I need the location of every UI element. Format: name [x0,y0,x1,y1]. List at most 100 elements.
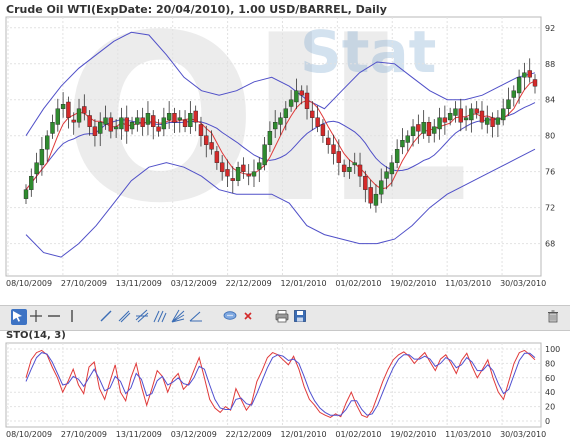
candle-body [246,173,251,177]
y-tick-label: 80 [545,132,555,141]
cursor-icon[interactable] [11,309,27,325]
candle-body [389,162,395,175]
candle-body [55,108,61,125]
candle-body [479,110,485,123]
candle-body [29,175,34,190]
sto-x-tick-label: 08/10/2009 [6,430,52,439]
y-tick-label: 92 [545,24,555,33]
sto-x-tick-label: 19/02/2010 [390,430,436,439]
x-tick-label: 19/02/2010 [390,279,436,288]
y-tick-label: 68 [545,240,555,249]
sto-x-tick-label: 27/10/2009 [61,430,107,439]
candle-body [103,117,108,125]
x-tick-label: 03/12/2009 [171,279,217,288]
candle-body [66,101,71,118]
candle-body [426,122,432,136]
candle-body [522,72,527,78]
candle-body [373,193,379,206]
candle-body [363,175,368,190]
candle-body [310,110,315,118]
drawing-toolbar [0,305,570,331]
candle-body [119,117,124,130]
candle-body [357,164,363,177]
x-tick-label: 30/03/2010 [500,279,546,288]
candle-body [87,115,92,127]
candle-body [299,90,304,96]
vertical-line-icon[interactable] [65,309,81,325]
candle-body [442,117,448,123]
trendline-icon[interactable] [99,309,115,325]
candle-body [241,164,246,172]
candle-body [188,113,193,127]
candle-body [262,144,267,166]
candle-body [458,108,463,123]
candle-body [516,77,522,94]
candle-body [209,142,214,150]
text-balloon-icon[interactable] [223,309,239,325]
candle-body [272,122,278,130]
candle-body [347,166,352,172]
candle-body [405,135,410,143]
bollinger-lower-band [25,148,536,258]
x-tick-label: 27/10/2009 [61,279,107,288]
candle-body [283,108,289,118]
angle-icon[interactable] [189,309,205,325]
candle-body [326,137,331,145]
bollinger-upper-band [25,31,536,136]
candle-body [45,135,50,150]
candle-body [506,99,511,109]
candle-body [532,79,538,87]
save-icon[interactable] [293,309,309,325]
candle-body [166,113,172,121]
candle-body [140,117,145,127]
candle-body [182,119,188,127]
candle-body [161,117,167,130]
sto-d-line [25,352,536,416]
candle-body [151,115,156,127]
candle-body [135,117,140,125]
print-icon[interactable] [275,309,291,325]
candle-body [214,151,220,163]
candle-body [92,126,98,136]
candle-body [50,122,55,134]
candle-body [352,162,357,166]
sto-y-tick-label: 100 [545,345,560,354]
candle-body [198,124,204,136]
candle-body [400,140,405,148]
delete-object-icon[interactable] [241,309,257,325]
candle-body [108,117,114,132]
candle-body [421,122,426,134]
candle-body [474,108,479,114]
chart-title: Crude Oil WTI(ExpDate: 20/04/2010), 1.00… [6,3,387,16]
candle-body [315,117,320,127]
fibonacci-icon[interactable] [153,309,169,325]
candle-body [288,99,294,107]
candle-body [113,126,119,130]
sto-y-tick-label: 60 [545,374,555,383]
candle-body [320,124,326,136]
candle-body [98,122,103,134]
fan-icon[interactable] [171,309,187,325]
plot-frame [5,16,542,277]
y-tick-label: 76 [545,168,555,177]
candle-body [193,110,198,123]
candle-body [416,124,421,132]
parallel-channel-icon[interactable] [135,309,151,325]
sto-x-tick-label: 22/12/2009 [226,430,272,439]
sto-x-tick-label: 03/12/2009 [171,430,217,439]
ray-icon[interactable] [117,309,133,325]
candle-body [432,126,437,134]
candle-body [304,92,310,109]
candle-body [447,113,453,121]
candle-body [394,148,400,163]
sto-k-line [25,349,536,419]
horizontal-line-icon[interactable] [47,309,63,325]
candle-body [257,162,262,170]
crosshair-icon[interactable] [29,309,45,325]
trash-icon[interactable] [546,309,562,325]
x-tick-label: 12/01/2010 [280,279,326,288]
candle-body [23,189,29,199]
candle-body [469,108,474,121]
